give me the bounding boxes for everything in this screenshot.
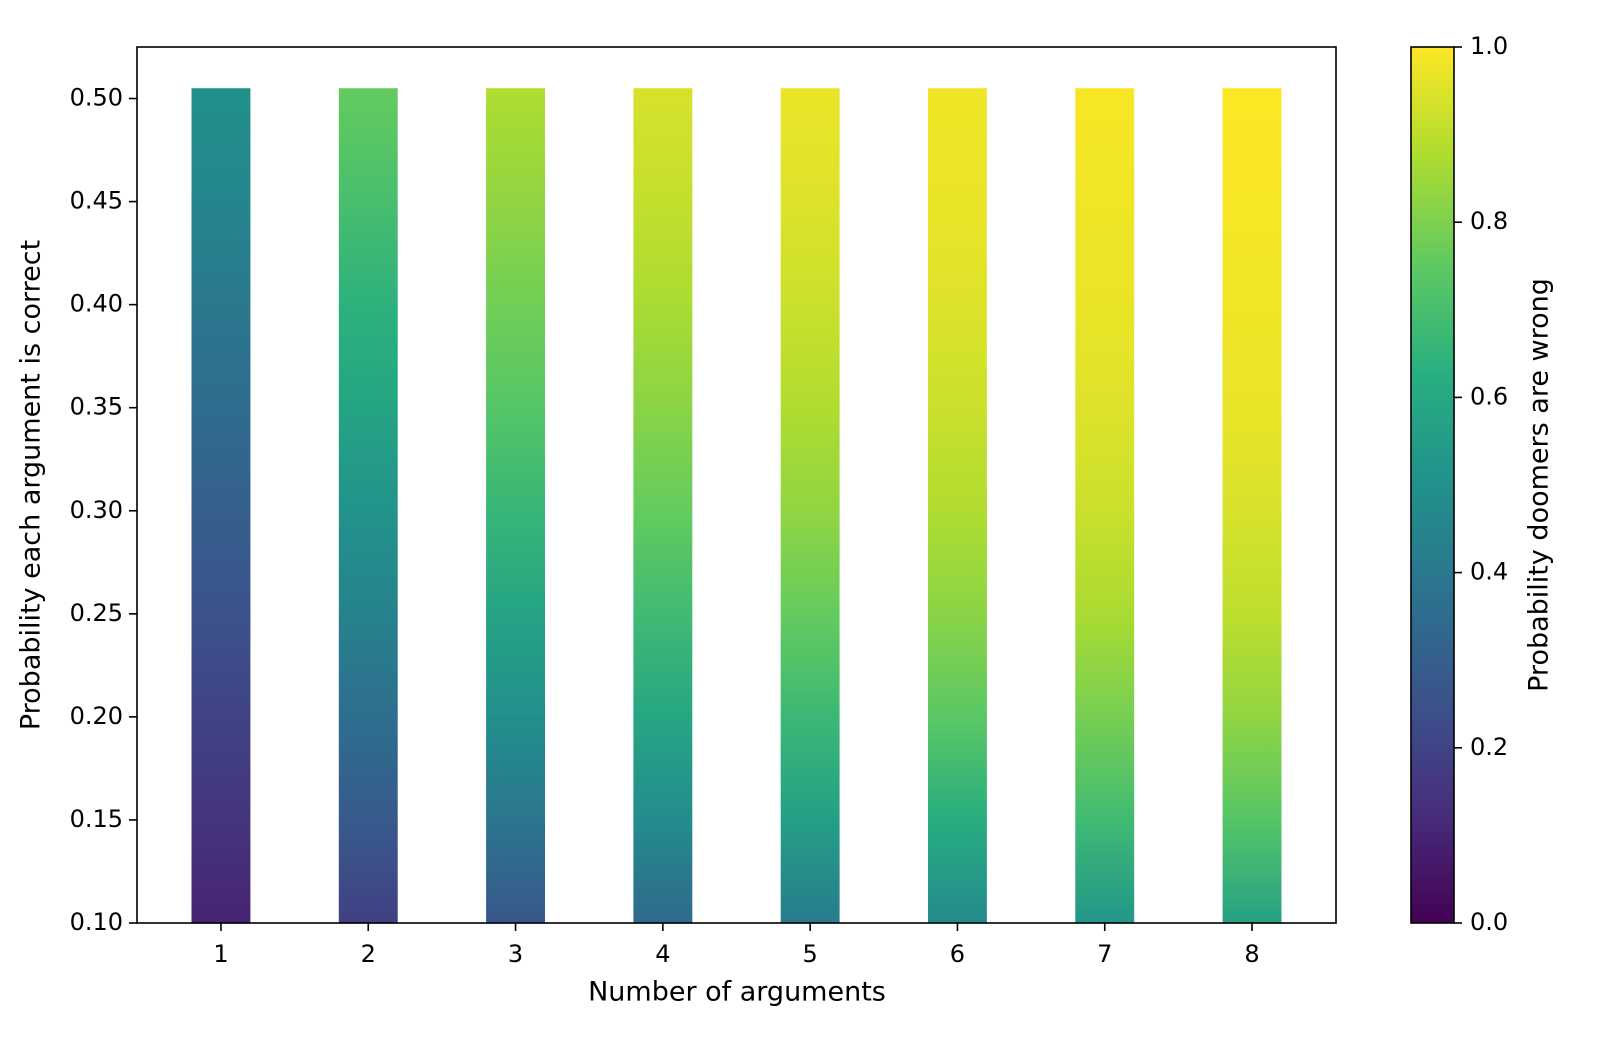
heat-cell [338, 716, 398, 821]
heat-cell [1222, 613, 1282, 718]
heat-cell [486, 819, 546, 924]
heat-cell [927, 407, 987, 512]
colorbar-label: Probability doomers are wrong [1524, 278, 1555, 692]
heat-cell [927, 510, 987, 615]
heat-cell [780, 510, 840, 615]
colorbar-tick-label: 0.8 [1470, 207, 1508, 235]
heat-cell [338, 304, 398, 409]
colorbar [1410, 46, 1455, 924]
heat-cell [338, 407, 398, 512]
heat-cell [191, 201, 251, 306]
heat-cell [1222, 407, 1282, 512]
heat-cell [1075, 88, 1135, 203]
heat-cell [780, 201, 840, 306]
heat-cell [1222, 819, 1282, 924]
heat-cell [486, 716, 546, 821]
y-tick-label: 0.35 [70, 393, 123, 421]
heat-cell [191, 510, 251, 615]
x-tick-label: 3 [508, 940, 523, 968]
heat-cell [633, 201, 693, 306]
heat-cell [780, 716, 840, 821]
y-tick-label: 0.40 [70, 290, 123, 318]
heat-cell [338, 88, 398, 203]
heat-cell [486, 407, 546, 512]
heat-cell [1075, 510, 1135, 615]
x-tick-label: 6 [950, 940, 965, 968]
heat-cell [486, 510, 546, 615]
heat-cell [1222, 510, 1282, 615]
colorbar-tick-label: 1.0 [1470, 32, 1508, 60]
heat-cell [191, 613, 251, 718]
heat-cell [780, 407, 840, 512]
heat-cell [633, 819, 693, 924]
x-tick-label: 1 [213, 940, 228, 968]
heat-cell [927, 716, 987, 821]
heat-cell [486, 88, 546, 203]
y-tick-label: 0.20 [70, 702, 123, 730]
heat-cell [1075, 819, 1135, 924]
heat-cell [191, 819, 251, 924]
x-axis-label: Number of arguments [588, 977, 886, 1008]
x-tick-label: 2 [361, 940, 376, 968]
y-tick-label: 0.50 [70, 84, 123, 112]
heat-cell [1075, 407, 1135, 512]
heat-cell [927, 613, 987, 718]
heat-cell [338, 819, 398, 924]
heat-cell [927, 819, 987, 924]
heat-cell [1222, 304, 1282, 409]
heat-cell [1222, 201, 1282, 306]
y-tick-label: 0.25 [70, 599, 123, 627]
heat-cell [780, 304, 840, 409]
heat-cell [1075, 304, 1135, 409]
heat-cell [1222, 716, 1282, 821]
colorbar-tick-label: 0.4 [1470, 558, 1508, 586]
y-tick-label: 0.10 [70, 908, 123, 936]
x-tick-label: 5 [803, 940, 818, 968]
heat-cell [780, 88, 840, 203]
x-tick-label: 8 [1244, 940, 1259, 968]
heat-cell [1075, 613, 1135, 718]
y-tick-label: 0.30 [70, 496, 123, 524]
y-tick-label: 0.45 [70, 187, 123, 215]
heat-cell [633, 613, 693, 718]
colorbar-tick-label: 0.6 [1470, 382, 1508, 410]
x-tick-label: 7 [1097, 940, 1112, 968]
heat-cell [1075, 201, 1135, 306]
heat-cell [633, 304, 693, 409]
heat-cell [191, 716, 251, 821]
heat-cell [927, 201, 987, 306]
heat-cell [486, 613, 546, 718]
y-tick-label: 0.15 [70, 805, 123, 833]
heat-cell [338, 510, 398, 615]
heat-cell [633, 88, 693, 203]
heat-cell [1075, 716, 1135, 821]
heat-cell [633, 510, 693, 615]
heat-cell [633, 407, 693, 512]
heat-cell [633, 716, 693, 821]
heat-cell [191, 88, 251, 203]
plot-frame [136, 46, 1337, 924]
heat-cell [338, 613, 398, 718]
heat-cell [780, 613, 840, 718]
y-axis-label: Probability each argument is correct [16, 240, 47, 730]
heat-cell [191, 304, 251, 409]
heat-cell [927, 304, 987, 409]
heat-cell [927, 88, 987, 203]
heat-cell [486, 304, 546, 409]
heat-cell [338, 201, 398, 306]
x-tick-label: 4 [655, 940, 670, 968]
heat-cell [191, 407, 251, 512]
colorbar-tick-label: 0.0 [1470, 908, 1508, 936]
heat-cell [1222, 88, 1282, 203]
heat-cell [780, 819, 840, 924]
heat-cell [486, 201, 546, 306]
colorbar-tick-label: 0.2 [1470, 733, 1508, 761]
